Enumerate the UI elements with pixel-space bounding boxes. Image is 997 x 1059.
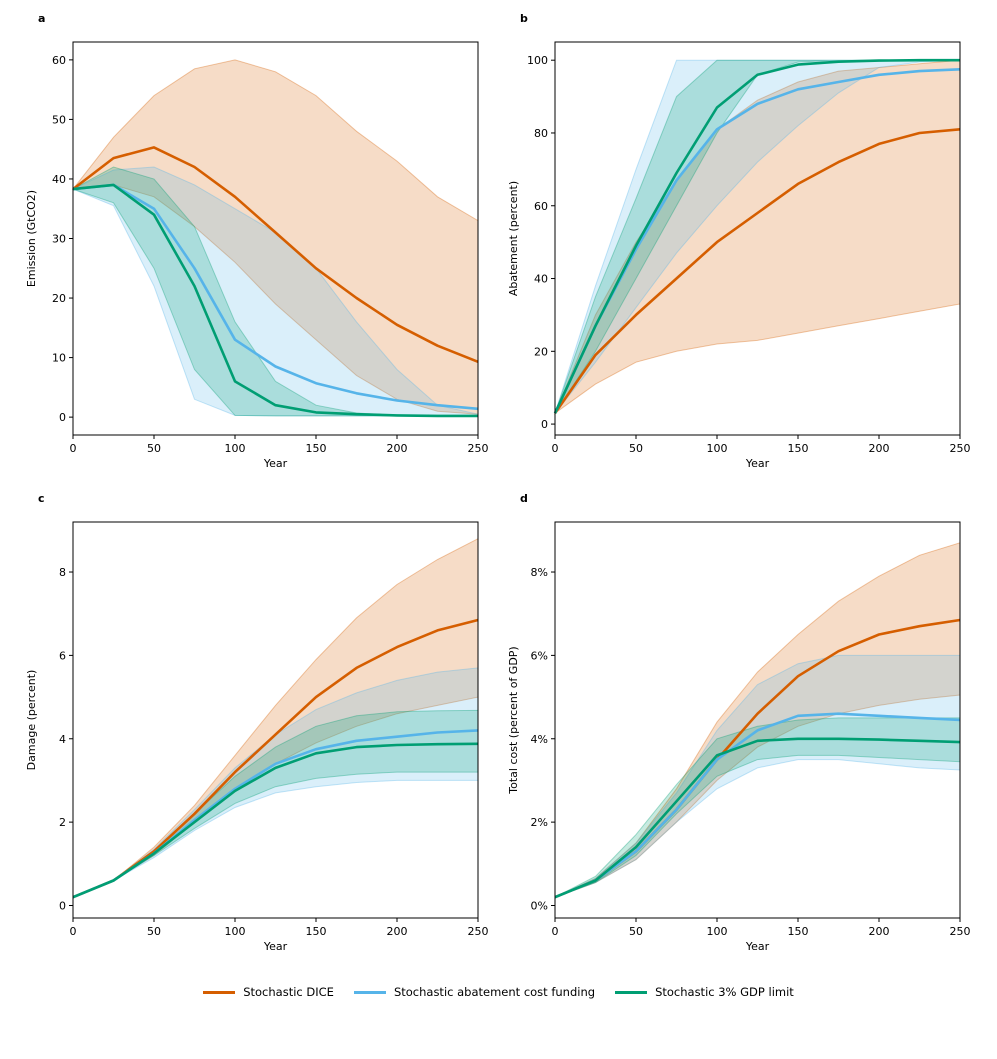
x-tick-label: 150 (788, 442, 809, 455)
y-tick-label: 0 (541, 418, 548, 431)
x-tick-label: 100 (225, 925, 246, 938)
x-tick-label: 200 (387, 442, 408, 455)
y-axis-label: Emission (GtCO2) (25, 190, 38, 287)
y-tick-label: 40 (52, 173, 66, 186)
plot-frame (554, 41, 961, 436)
series-line (72, 146, 479, 364)
x-tick-label: 0 (552, 442, 559, 455)
y-tick-label: 0 (59, 411, 66, 424)
x-tick-label: 50 (147, 925, 161, 938)
panel-b: b 0 50 100 150 200 250 0 20 40 60 80 100 Year Abatemen… (507, 12, 971, 470)
series-line (553, 128, 961, 414)
x-axis-label: Year (263, 457, 288, 470)
x-tick-label: 100 (225, 442, 246, 455)
x-tick-label: 100 (707, 925, 728, 938)
series-line (554, 737, 961, 899)
y-axis-label: Abatement (percent) (507, 181, 520, 296)
y-tick-label: 8 (59, 566, 66, 579)
x-tick-label: 250 (468, 925, 489, 938)
series-line (72, 742, 479, 899)
y-tick-label: 4% (531, 733, 548, 746)
y-axis-label: Total cost (percent of GDP) (507, 646, 520, 794)
x-tick-label: 200 (869, 442, 890, 455)
panel-c: c 0 50 100 150 200 250 0 2 4 6 8 Year Damage (percent… (25, 492, 489, 953)
legend-item: Stochastic abatement cost funding (353, 985, 596, 999)
y-tick-label: 2% (531, 816, 548, 829)
y-tick-label: 6% (531, 649, 548, 662)
x-axis-label: Year (263, 940, 288, 953)
legend-swatch-gdp-limit (615, 990, 648, 994)
x-tick-label: 150 (788, 925, 809, 938)
x-tick-label: 150 (306, 442, 327, 455)
y-tick-label: 0 (59, 899, 66, 912)
x-tick-label: 150 (306, 925, 327, 938)
x-axis-label: Year (745, 940, 770, 953)
x-tick-label: 0 (70, 442, 77, 455)
panel-label: d (520, 492, 528, 505)
y-tick-label: 60 (52, 54, 66, 67)
y-tick-label: 80 (534, 127, 548, 140)
y-tick-label: 60 (534, 200, 548, 213)
y-tick-label: 100 (527, 54, 548, 67)
plot-frame (72, 521, 479, 919)
series-line (553, 58, 960, 414)
y-tick-label: 50 (52, 113, 66, 126)
y-tick-label: 10 (52, 352, 66, 365)
legend-item: Stochastic DICE (203, 985, 334, 999)
x-tick-label: 50 (629, 442, 643, 455)
y-tick-label: 8% (531, 566, 548, 579)
series-line (72, 183, 478, 418)
x-axis-label: Year (745, 457, 770, 470)
panel-label: c (38, 492, 45, 505)
y-tick-label: 40 (534, 273, 548, 286)
x-tick-label: 50 (629, 925, 643, 938)
legend-label: Stochastic 3% GDP limit (655, 985, 794, 999)
y-tick-label: 2 (59, 816, 66, 829)
x-tick-label: 250 (950, 925, 971, 938)
confidence-band (554, 59, 960, 414)
legend-label: Stochastic abatement cost funding (393, 985, 596, 999)
x-tick-label: 0 (552, 925, 559, 938)
x-tick-label: 250 (950, 442, 971, 455)
y-tick-label: 4 (59, 733, 66, 746)
panel-d: d 0 50 100 150 200 250 0% 2% 4% 6% 8% Year Total cost… (507, 492, 971, 953)
series-line (554, 712, 961, 899)
y-axis-label: Damage (percent) (25, 670, 38, 771)
y-tick-label: 30 (52, 233, 66, 246)
y-tick-label: 20 (534, 345, 548, 358)
y-tick-label: 20 (52, 292, 66, 305)
plot-frame (554, 521, 961, 919)
x-tick-label: 50 (147, 442, 161, 455)
legend: Stochastic DICE Stochastic abatement cos… (0, 985, 997, 999)
series-line (72, 183, 479, 411)
x-tick-label: 0 (70, 925, 77, 938)
legend-item: Stochastic 3% GDP limit (615, 985, 794, 999)
panel-a: a 0 50 100 150 200 250 0 10 20 30 40 50 60 Year Emissio… (25, 12, 489, 470)
legend-label: Stochastic DICE (243, 985, 334, 999)
x-tick-label: 200 (387, 925, 408, 938)
x-tick-label: 200 (869, 925, 890, 938)
y-tick-label: 6 (59, 649, 66, 662)
y-tick-label: 0% (531, 899, 548, 912)
x-tick-label: 100 (707, 442, 728, 455)
panel-label: a (38, 12, 45, 25)
confidence-band (71, 166, 478, 417)
legend-swatch-abatement (353, 990, 386, 994)
legend-swatch-dice (203, 990, 236, 994)
x-tick-label: 250 (468, 442, 489, 455)
panel-label: b (520, 12, 528, 25)
